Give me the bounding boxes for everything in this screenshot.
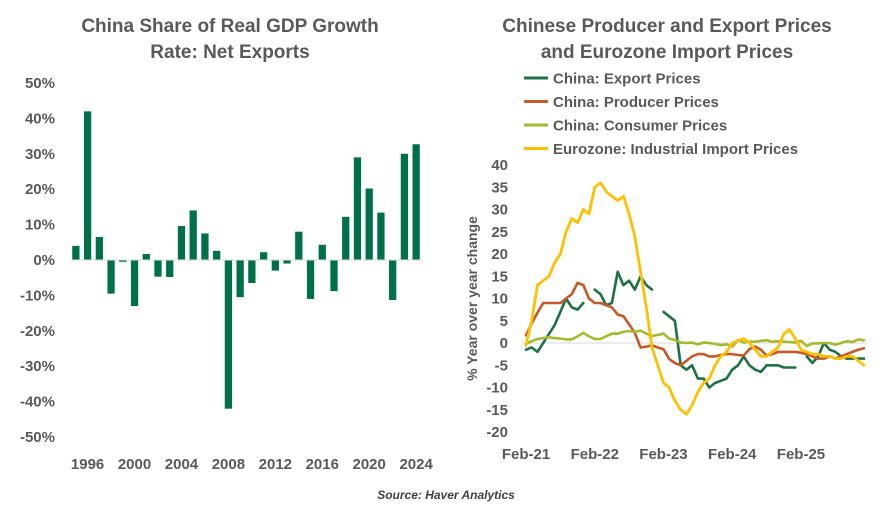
legend-label-1: China: Export Prices <box>553 71 701 88</box>
x-tick-label: 1996 <box>71 456 104 473</box>
right-chart-title-line1: Chinese Producer and Export Prices <box>502 16 832 37</box>
bar <box>377 212 385 260</box>
bar <box>154 260 162 277</box>
series-line-3 <box>524 329 866 348</box>
bar <box>389 260 397 301</box>
y-tick-label: 10 <box>491 291 508 308</box>
x-tick-label: 2024 <box>399 456 433 473</box>
bar <box>259 252 268 260</box>
x-tick-label: Feb-23 <box>639 446 687 463</box>
series-line-2 <box>524 281 866 367</box>
bar <box>353 157 362 260</box>
bar <box>72 245 80 260</box>
right-chart-title: Chinese Producer and Export Prices and E… <box>492 14 842 66</box>
bar <box>107 260 115 294</box>
y-tick-label: -20% <box>20 323 55 340</box>
net-exports-bar-chart: 50% 40% 30% 20% 10% 0% -10% -20% -30% -40% -50% 199… <box>20 75 434 473</box>
y-tick-label: 40 <box>491 157 508 174</box>
bar <box>306 260 315 299</box>
y-tick-label: 10% <box>25 217 55 234</box>
bar <box>130 260 139 307</box>
x-tick-label: 2004 <box>165 456 199 473</box>
prices-line-chart: 40 35 30 25 20 15 10 5 0 -5 -10 -15 -20 % Year over y… <box>464 71 868 463</box>
y-tick-label: 40% <box>25 110 55 127</box>
source-note: Source: Haver Analytics <box>377 488 515 502</box>
y-tick-label: -20 <box>486 424 508 441</box>
y-tick-label: 25 <box>491 224 508 241</box>
y-tick-label: 20% <box>25 181 55 198</box>
bar <box>189 210 197 260</box>
legend-label-3: China: Consumer Prices <box>553 118 727 135</box>
x-tick-label: Feb-24 <box>708 446 757 463</box>
bar <box>236 260 244 298</box>
bar <box>224 260 233 409</box>
left-chart-title-line2: Rate: Net Exports <box>150 42 310 63</box>
x-tick-label: 2008 <box>212 456 245 473</box>
bar <box>400 153 409 260</box>
bar <box>201 233 209 260</box>
bar <box>342 216 350 260</box>
y-tick-label: -50% <box>20 429 55 446</box>
bar <box>271 260 279 271</box>
x-tick-label: Feb-25 <box>777 446 825 463</box>
x-tick-label: 2012 <box>259 456 292 473</box>
y-tick-label: 20 <box>491 246 508 263</box>
y-tick-label: 30% <box>25 146 55 163</box>
bar <box>213 250 221 260</box>
y-tick-label: -15 <box>486 402 508 419</box>
bar <box>318 244 326 260</box>
bar <box>295 231 303 260</box>
y-tick-label: -30% <box>20 358 55 375</box>
legend-label-2: China: Producer Prices <box>553 94 719 111</box>
bar <box>166 260 174 277</box>
left-chart-title-line1: China Share of Real GDP Growth <box>81 16 379 37</box>
bar <box>95 236 103 260</box>
x-tick-label: Feb-22 <box>571 446 619 463</box>
y-tick-label: 50% <box>25 75 55 92</box>
series-line-4 <box>524 181 866 416</box>
series-line-1 <box>662 310 797 389</box>
x-tick-label: 2020 <box>353 456 386 473</box>
y-tick-label: 5 <box>500 313 508 330</box>
bar <box>412 144 420 260</box>
legend-label-4: Eurozone: Industrial Import Prices <box>553 141 798 158</box>
bar <box>177 226 186 260</box>
x-tick-label: Feb-21 <box>502 446 550 463</box>
y-tick-label: -5 <box>495 357 508 374</box>
bar <box>283 260 291 264</box>
y-tick-label: -10% <box>20 287 55 304</box>
right-chart-title-line2: and Eurozone Import Prices <box>540 42 794 63</box>
x-tick-label: 2016 <box>306 456 339 473</box>
y-tick-label: 30 <box>491 202 508 219</box>
x-tick-label: 2000 <box>118 456 151 473</box>
y-tick-label: -10 <box>486 380 508 397</box>
series-line-1 <box>524 297 585 354</box>
y-tick-label: 15 <box>491 268 508 285</box>
y-tick-label: 35 <box>491 179 508 196</box>
bar <box>248 260 256 284</box>
bar <box>365 188 373 260</box>
bar <box>142 253 150 260</box>
y-tick-label: 0 <box>500 335 508 352</box>
bar <box>330 260 338 292</box>
bar <box>119 260 127 262</box>
y-tick-label: 0% <box>33 252 55 269</box>
bar <box>83 111 92 260</box>
y-axis-label: % Year over year change <box>464 216 480 381</box>
y-tick-label: -40% <box>20 394 55 411</box>
left-chart-title: China Share of Real GDP Growth Rate: Net… <box>55 14 405 66</box>
